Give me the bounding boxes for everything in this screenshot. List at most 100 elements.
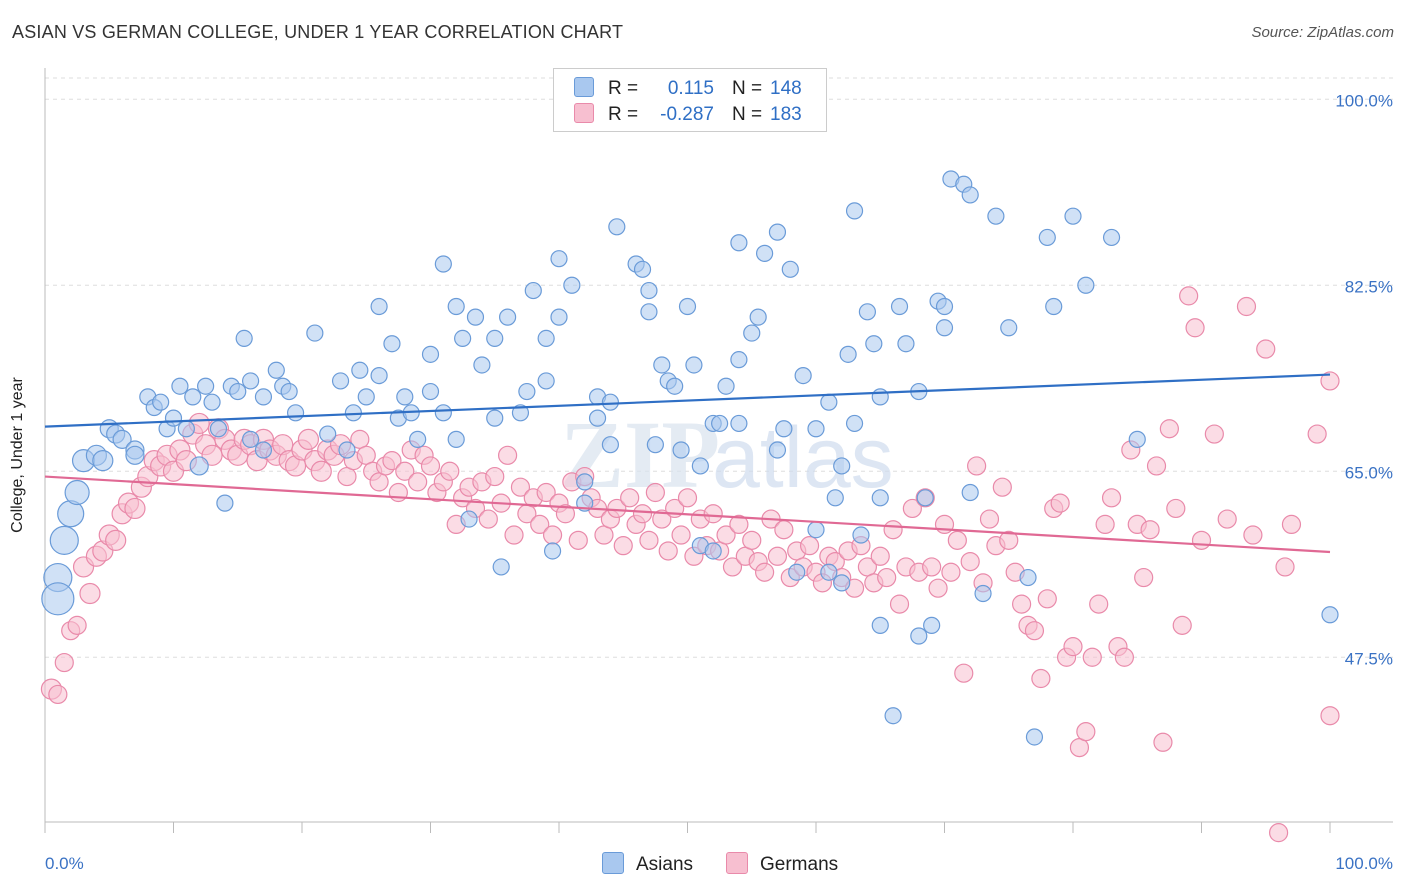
legend: R = 0.115 N = 148 R = -0.287 N = 183	[553, 68, 827, 132]
asian-point-72	[550, 308, 568, 326]
chart-title: ASIAN VS GERMAN COLLEGE, UNDER 1 YEAR CO…	[12, 22, 624, 42]
asian-point-149	[1102, 228, 1121, 247]
asian-point-39	[331, 372, 350, 390]
german-point-69	[485, 466, 505, 487]
german-point-153	[1024, 621, 1045, 641]
german-point-95	[652, 509, 672, 529]
german-point-78	[542, 525, 563, 545]
german-point-13	[124, 497, 146, 520]
german-point-113	[767, 546, 788, 566]
asian-point-43	[357, 388, 375, 406]
asian-point-128	[897, 335, 915, 353]
german-point-155	[1037, 589, 1057, 609]
german-point-170	[1134, 567, 1154, 588]
asian-point-77	[588, 409, 607, 427]
german-points	[40, 286, 1340, 843]
german-point-59	[420, 456, 441, 476]
asian-point-145	[1038, 228, 1056, 247]
asian-point-118	[845, 202, 864, 220]
german-point-172	[1146, 456, 1167, 476]
german-point-157	[1050, 493, 1070, 513]
german-point-162	[1082, 647, 1102, 667]
german-point-73	[510, 477, 531, 497]
asian-point-33	[267, 361, 285, 379]
german-point-90	[620, 488, 640, 508]
german-point-53	[382, 451, 402, 471]
legend-r-value: 0.115	[667, 78, 714, 99]
asian-point-65	[511, 404, 530, 422]
asian-point-31	[254, 441, 273, 459]
asian-point-94	[704, 542, 722, 560]
asian-point-37	[306, 324, 324, 342]
asian-point-63	[492, 558, 510, 576]
asian-point-71	[550, 250, 568, 268]
asian-point-127	[890, 297, 909, 316]
bottom-legend-germans: Germans	[726, 852, 838, 876]
asian-point-88	[666, 377, 684, 395]
german-point-2	[54, 652, 74, 673]
asian-point-57	[454, 329, 472, 347]
asian-point-19	[177, 420, 195, 438]
legend-r-label: R =	[608, 104, 639, 125]
asian-point-23	[203, 393, 221, 411]
asian-point-62	[486, 409, 504, 427]
german-point-171	[1140, 520, 1160, 540]
german-point-144	[967, 456, 987, 476]
asian-point-141	[987, 207, 1005, 225]
german-point-88	[607, 498, 627, 519]
asian-point-103	[755, 244, 774, 262]
asian-point-21	[189, 456, 209, 476]
legend-n-label: N =	[732, 78, 763, 99]
german-point-114	[774, 520, 794, 540]
legend-row-asians: R = 0.115 N = 148	[574, 77, 802, 101]
y-tick-label-0: 47.5%	[1345, 649, 1393, 668]
asian-point-28	[235, 329, 253, 347]
asian-point-90	[678, 297, 697, 316]
german-point-46	[337, 466, 357, 487]
asian-trend-line	[44, 373, 1331, 428]
asian-point-73	[563, 276, 581, 294]
asian-point-44	[370, 297, 388, 316]
german-point-25	[201, 444, 223, 466]
asian-point-101	[743, 324, 761, 342]
asian-point-120	[852, 526, 870, 544]
tick-labels: 47.5% 65.0% 82.5% 100.0% 0.0% 100.0%	[45, 91, 1393, 873]
asian-point-147	[1064, 207, 1082, 225]
german-point-99	[677, 488, 698, 508]
asian-point-104	[768, 223, 787, 241]
asian-point-80	[608, 218, 626, 236]
asian-point-45	[370, 367, 388, 385]
asian-point-131	[916, 489, 934, 507]
asian-point-112	[820, 393, 838, 411]
asian-point-110	[807, 420, 825, 438]
asian-point-122	[865, 335, 883, 353]
german-point-6	[79, 582, 101, 605]
german-point-176	[1172, 615, 1192, 635]
german-point-184	[1256, 339, 1276, 359]
asian-point-4	[64, 479, 90, 506]
german-point-93	[639, 530, 659, 550]
asian-point-144	[1025, 728, 1044, 746]
german-point-132	[889, 594, 910, 614]
asian-point-1	[41, 582, 75, 616]
german-point-86	[594, 525, 614, 545]
asian-point-82	[633, 260, 652, 278]
german-point-130	[877, 567, 897, 588]
asian-point-97	[717, 377, 735, 395]
german-point-182	[1236, 296, 1257, 317]
german-point-167	[1114, 647, 1135, 667]
german-point-103	[703, 504, 723, 524]
asian-point-100	[730, 414, 748, 433]
asian-point-91	[685, 356, 703, 374]
legend-swatch-germans	[574, 103, 594, 123]
asian-point-74	[576, 473, 594, 491]
german-point-185	[1268, 823, 1289, 843]
german-point-131	[883, 520, 903, 540]
source-label: Source: ZipAtlas.com	[1251, 24, 1394, 41]
x-tick-label-0: 0.0%	[45, 854, 84, 873]
german-point-134	[902, 498, 922, 519]
asian-point-108	[788, 563, 806, 581]
asian-point-15	[152, 393, 170, 411]
asian-point-2	[49, 525, 79, 555]
